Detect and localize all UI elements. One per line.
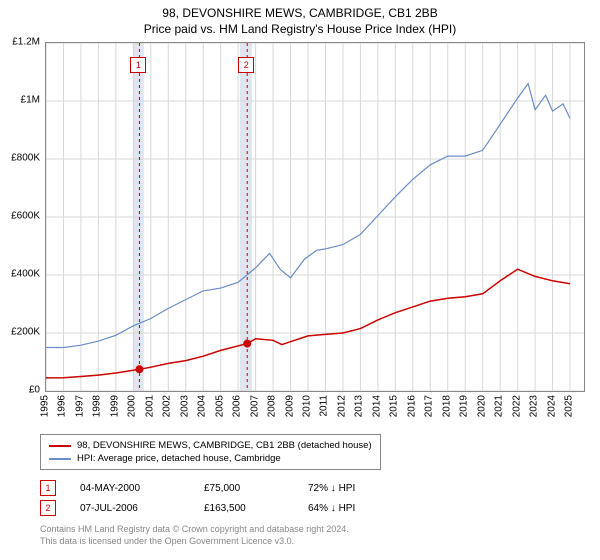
x-tick-label: 2020 — [476, 395, 487, 417]
sale-record-num: 2 — [40, 500, 56, 516]
x-tick-label: 2017 — [424, 395, 435, 417]
x-tick-label: 1995 — [40, 395, 51, 417]
y-tick-label: £1.2M — [12, 37, 40, 48]
chart-svg — [46, 43, 584, 391]
footer-line2: This data is licensed under the Open Gov… — [40, 536, 349, 548]
legend-swatch — [49, 445, 71, 447]
legend-swatch — [49, 458, 71, 460]
x-tick-label: 2007 — [249, 395, 260, 417]
chart-subtitle: Price paid vs. HM Land Registry's House … — [0, 20, 600, 40]
x-tick-label: 2009 — [284, 395, 295, 417]
footer-line1: Contains HM Land Registry data © Crown c… — [40, 524, 349, 536]
y-tick-label: £0 — [29, 385, 40, 396]
legend-label: HPI: Average price, detached house, Camb… — [77, 453, 281, 464]
legend-label: 98, DEVONSHIRE MEWS, CAMBRIDGE, CB1 2BB … — [77, 440, 372, 451]
x-tick-label: 2021 — [494, 395, 505, 417]
sale-record-row: 2 07-JUL-2006 £163,500 64% ↓ HPI — [40, 498, 355, 518]
x-tick-label: 1997 — [74, 395, 85, 417]
x-tick-label: 2024 — [546, 395, 557, 417]
x-tick-label: 1998 — [92, 395, 103, 417]
x-tick-label: 2023 — [529, 395, 540, 417]
footer-attribution: Contains HM Land Registry data © Crown c… — [40, 524, 349, 547]
x-tick-label: 2014 — [371, 395, 382, 417]
legend-row: 98, DEVONSHIRE MEWS, CAMBRIDGE, CB1 2BB … — [49, 439, 372, 452]
x-tick-label: 2018 — [441, 395, 452, 417]
x-tick-label: 2025 — [564, 395, 575, 417]
chart-marker-1: 1 — [130, 57, 146, 73]
x-tick-label: 2006 — [232, 395, 243, 417]
sale-record-vs-hpi: 64% ↓ HPI — [308, 503, 355, 514]
x-tick-label: 2016 — [406, 395, 417, 417]
y-tick-label: £200K — [11, 327, 40, 338]
sale-record-price: £75,000 — [204, 483, 284, 494]
x-tick-label: 2001 — [144, 395, 155, 417]
x-tick-label: 2011 — [319, 395, 330, 417]
chart-plot-area — [45, 42, 585, 392]
x-tick-label: 1996 — [57, 395, 68, 417]
sale-records: 1 04-MAY-2000 £75,000 72% ↓ HPI 2 07-JUL-2006… — [40, 478, 355, 518]
x-tick-label: 2002 — [162, 395, 173, 417]
series-legend: 98, DEVONSHIRE MEWS, CAMBRIDGE, CB1 2BB … — [40, 434, 381, 470]
chart-title: 98, DEVONSHIRE MEWS, CAMBRIDGE, CB1 2BB — [0, 0, 600, 20]
x-tick-label: 2000 — [127, 395, 138, 417]
x-tick-label: 2008 — [267, 395, 278, 417]
x-tick-label: 2004 — [197, 395, 208, 417]
sale-record-date: 04-MAY-2000 — [80, 483, 180, 494]
sale-record-price: £163,500 — [204, 503, 284, 514]
x-tick-label: 2015 — [389, 395, 400, 417]
x-tick-label: 2010 — [302, 395, 313, 417]
chart-marker-2: 2 — [238, 57, 254, 73]
sale-record-vs-hpi: 72% ↓ HPI — [308, 483, 355, 494]
x-tick-label: 2019 — [459, 395, 470, 417]
sale-record-num: 1 — [40, 480, 56, 496]
x-tick-label: 2003 — [179, 395, 190, 417]
y-tick-label: £600K — [11, 211, 40, 222]
sale-record-row: 1 04-MAY-2000 £75,000 72% ↓ HPI — [40, 478, 355, 498]
x-tick-label: 2013 — [354, 395, 365, 417]
chart-container: 98, DEVONSHIRE MEWS, CAMBRIDGE, CB1 2BB … — [0, 0, 600, 560]
x-tick-label: 2005 — [214, 395, 225, 417]
y-tick-label: £1M — [21, 95, 40, 106]
y-tick-label: £400K — [11, 269, 40, 280]
y-tick-label: £800K — [11, 153, 40, 164]
x-tick-label: 2012 — [336, 395, 347, 417]
x-tick-label: 2022 — [511, 395, 522, 417]
legend-row: HPI: Average price, detached house, Camb… — [49, 452, 372, 465]
sale-record-date: 07-JUL-2006 — [80, 503, 180, 514]
x-tick-label: 1999 — [109, 395, 120, 417]
